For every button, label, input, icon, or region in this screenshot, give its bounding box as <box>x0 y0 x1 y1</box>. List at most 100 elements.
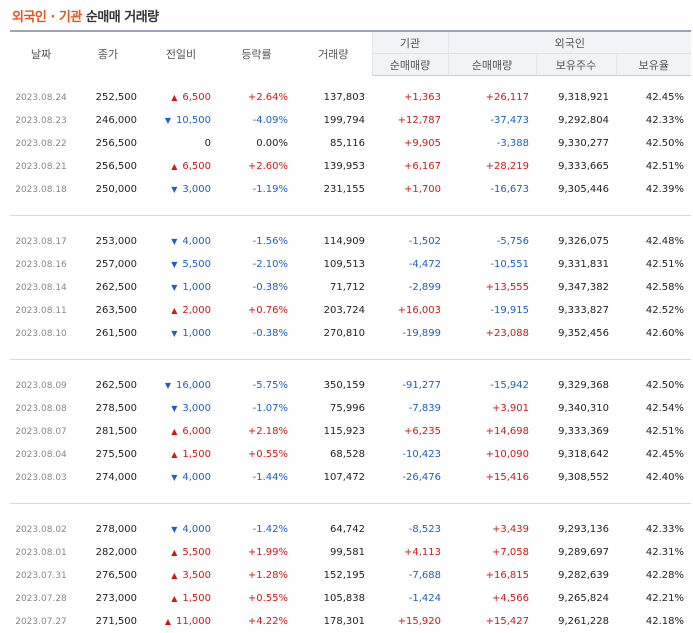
volume-cell: 270,810 <box>295 322 372 345</box>
foreign-holdings-cell: 9,305,446 <box>536 178 616 201</box>
foreign-net-cell: -15,942 <box>448 374 536 397</box>
spacer-row <box>10 504 691 519</box>
up-triangle-icon: ▲ <box>171 93 177 102</box>
change-value: 4,000 <box>182 472 211 483</box>
down-triangle-icon: ▼ <box>171 283 177 292</box>
change-cell: ▲11,000 <box>144 610 218 633</box>
volume-cell: 75,996 <box>295 397 372 420</box>
institution-net-cell: -26,476 <box>372 466 448 489</box>
rate-cell: +1.99% <box>218 541 295 564</box>
close-price-cell: 274,000 <box>72 466 144 489</box>
foreign-ratio-cell: 42.28% <box>616 564 691 587</box>
volume-cell: 199,794 <box>295 109 372 132</box>
change-cell: ▼1,000 <box>144 322 218 345</box>
spacer-cell <box>10 216 691 231</box>
volume-cell: 107,472 <box>295 466 372 489</box>
institution-net-cell: -7,688 <box>372 564 448 587</box>
date-cell: 2023.08.23 <box>10 109 72 132</box>
change-value: 6,000 <box>182 426 211 437</box>
change-value: 2,000 <box>182 305 211 316</box>
rate-cell: 0.00% <box>218 132 295 155</box>
volume-cell: 114,909 <box>295 230 372 253</box>
header-foreign-group: 외국인 <box>448 31 691 54</box>
change-cell: ▼1,000 <box>144 276 218 299</box>
rate-cell: +0.76% <box>218 299 295 322</box>
foreign-net-cell: +13,555 <box>448 276 536 299</box>
institution-net-cell: -91,277 <box>372 374 448 397</box>
volume-cell: 152,195 <box>295 564 372 587</box>
date-cell: 2023.07.28 <box>10 587 72 610</box>
change-value: 1,500 <box>182 449 211 460</box>
down-triangle-icon: ▼ <box>171 525 177 534</box>
close-price-cell: 250,000 <box>72 178 144 201</box>
change-value: 6,500 <box>182 92 211 103</box>
separator-row <box>10 489 691 504</box>
foreign-ratio-cell: 42.31% <box>616 541 691 564</box>
volume-cell: 99,581 <box>295 541 372 564</box>
institution-net-cell: -8,523 <box>372 518 448 541</box>
spacer-cell <box>10 360 691 375</box>
rate-cell: -5.75% <box>218 374 295 397</box>
foreign-net-cell: +26,117 <box>448 86 536 109</box>
down-triangle-icon: ▼ <box>171 185 177 194</box>
close-price-cell: 246,000 <box>72 109 144 132</box>
foreign-ratio-cell: 42.18% <box>616 610 691 633</box>
down-triangle-icon: ▼ <box>171 260 177 269</box>
header-volume: 거래량 <box>295 31 372 76</box>
foreign-net-cell: +15,427 <box>448 610 536 633</box>
change-cell: ▼16,000 <box>144 374 218 397</box>
date-cell: 2023.08.09 <box>10 374 72 397</box>
change-value: 11,000 <box>176 616 211 627</box>
foreign-ratio-cell: 42.33% <box>616 518 691 541</box>
close-price-cell: 276,500 <box>72 564 144 587</box>
volume-cell: 64,742 <box>295 518 372 541</box>
institution-net-cell: +6,235 <box>372 420 448 443</box>
close-price-cell: 262,500 <box>72 276 144 299</box>
institution-net-cell: -7,839 <box>372 397 448 420</box>
up-triangle-icon: ▲ <box>171 548 177 557</box>
change-cell: ▲1,500 <box>144 443 218 466</box>
volume-cell: 231,155 <box>295 178 372 201</box>
rate-cell: -0.38% <box>218 322 295 345</box>
foreign-ratio-cell: 42.52% <box>616 299 691 322</box>
foreign-ratio-cell: 42.58% <box>616 276 691 299</box>
rate-cell: +0.55% <box>218 587 295 610</box>
institution-net-cell: +6,167 <box>372 155 448 178</box>
close-price-cell: 278,000 <box>72 518 144 541</box>
change-cell: ▼10,500 <box>144 109 218 132</box>
foreign-net-cell: +7,058 <box>448 541 536 564</box>
close-price-cell: 262,500 <box>72 374 144 397</box>
date-cell: 2023.08.22 <box>10 132 72 155</box>
foreign-holdings-cell: 9,347,382 <box>536 276 616 299</box>
close-price-cell: 282,000 <box>72 541 144 564</box>
foreign-ratio-cell: 42.45% <box>616 443 691 466</box>
change-cell: ▼ 5,500 <box>144 253 218 276</box>
volume-cell: 71,712 <box>295 276 372 299</box>
foreign-ratio-cell: 42.40% <box>616 466 691 489</box>
change-cell: ▼3,000 <box>144 178 218 201</box>
foreign-net-cell: +15,416 <box>448 466 536 489</box>
foreign-net-cell: +23,088 <box>448 322 536 345</box>
volume-cell: 203,724 <box>295 299 372 322</box>
change-value: 1,000 <box>182 328 211 339</box>
header-foreign-ratio: 보유율 <box>616 54 691 76</box>
foreign-net-cell: -10,551 <box>448 253 536 276</box>
up-triangle-icon: ▲ <box>171 306 177 315</box>
foreign-net-cell: -19,915 <box>448 299 536 322</box>
close-price-cell: 275,500 <box>72 443 144 466</box>
change-value: 5,500 <box>182 259 211 270</box>
foreign-net-cell: -3,388 <box>448 132 536 155</box>
institution-net-cell: -10,423 <box>372 443 448 466</box>
foreign-holdings-cell: 9,331,831 <box>536 253 616 276</box>
foreign-ratio-cell: 42.60% <box>616 322 691 345</box>
rate-cell: -1.56% <box>218 230 295 253</box>
volume-cell: 137,803 <box>295 86 372 109</box>
date-cell: 2023.08.17 <box>10 230 72 253</box>
foreign-net-cell: +10,090 <box>448 443 536 466</box>
foreign-net-cell: +3,901 <box>448 397 536 420</box>
